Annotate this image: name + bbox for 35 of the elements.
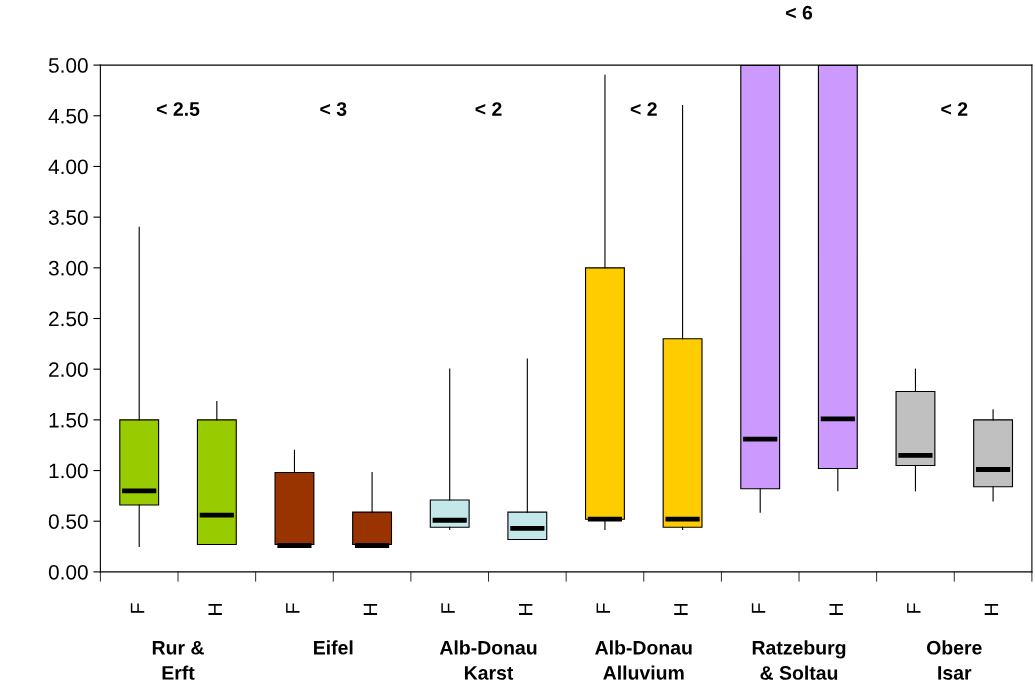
x-tick-label: H — [674, 604, 688, 615]
text: Alb-Donau Alluvium — [595, 640, 692, 680]
x-tick-label: F — [130, 603, 145, 613]
text: Ratzeburg & Soltau — [752, 640, 846, 680]
x-tick-label: F — [596, 603, 610, 613]
y-tick-label: 0.50 — [48, 514, 88, 529]
x-tick-label: F — [907, 603, 921, 613]
annotation: < 3 — [320, 102, 347, 116]
annotation: < 2.5 — [156, 102, 200, 116]
annotation: < 2 — [941, 102, 968, 116]
annotation: < 2 — [630, 102, 657, 116]
annotation: < 2 — [475, 102, 502, 116]
text: Alb-Donau Karst — [439, 640, 537, 680]
x-tick-label: H — [208, 604, 222, 615]
y-tick-label: 2.50 — [49, 311, 88, 327]
y-tick-label: 4.50 — [48, 108, 88, 124]
text: Eifel — [314, 640, 353, 655]
y-tick-label: 2.00 — [49, 362, 88, 377]
y-tick-label: 1.50 — [49, 412, 88, 428]
x-tick-label: H — [984, 604, 999, 615]
text: Rur & Erft — [152, 640, 204, 680]
x-tick-label: H — [363, 604, 378, 615]
y-tick-label: 5.00 — [48, 58, 88, 73]
x-tick-label: H — [518, 604, 533, 615]
y-tick-label: 0.00 — [48, 564, 88, 580]
text: Obere Isar — [926, 640, 982, 680]
x-tick-label: F — [286, 603, 300, 613]
x-tick-label: F — [441, 603, 455, 613]
y-tick-label: 3.50 — [48, 210, 88, 225]
y-tick-label: 3.00 — [48, 260, 88, 276]
x-tick-label: F — [751, 603, 766, 613]
y-tick-label: 4.00 — [48, 159, 88, 175]
x-tick-label: H — [829, 604, 843, 615]
y-tick-label: 1.00 — [49, 463, 88, 479]
text: < 6 — [786, 5, 813, 20]
